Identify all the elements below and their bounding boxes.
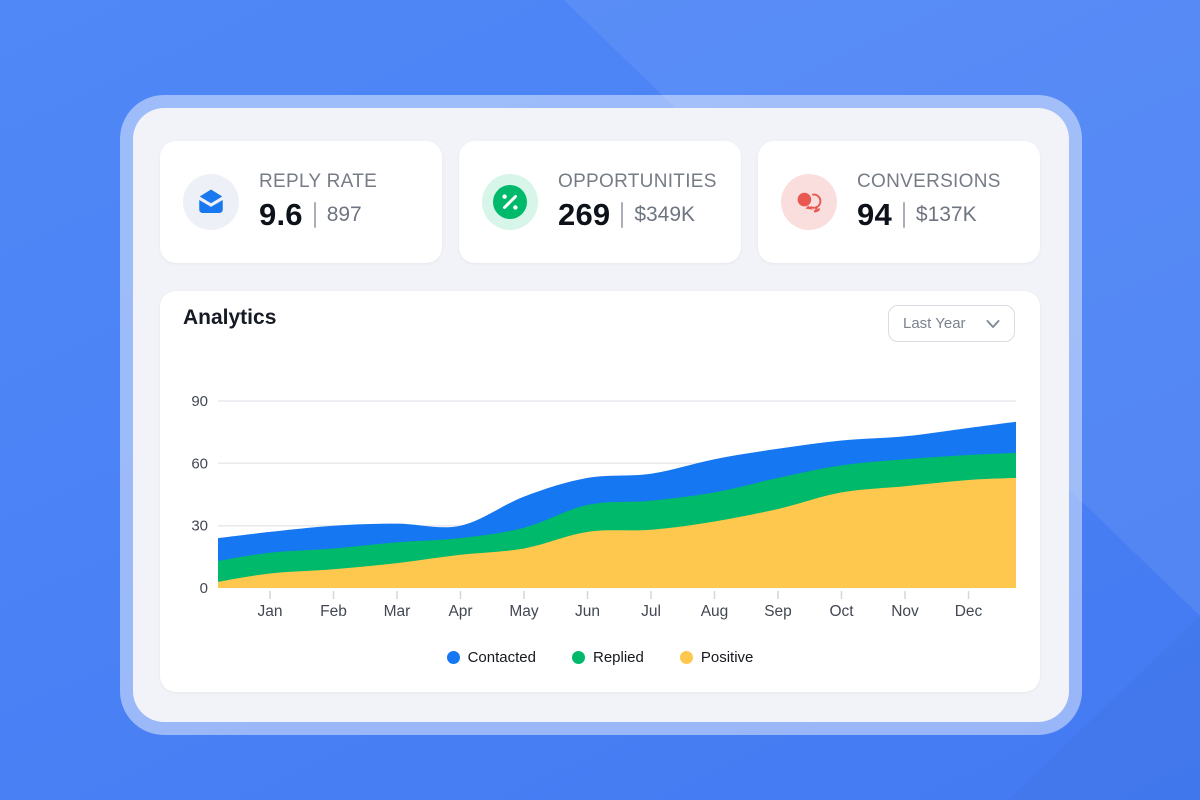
stat-secondary: $349K [634,203,696,226]
analytics-card: Analytics Last Year 0 30 60 90 Jan Feb Mar Apr M… [160,291,1040,692]
x-axis-tick-label: Apr [448,603,472,620]
chart-legend: Contacted Replied Positive [160,649,1040,666]
legend-dot-icon [679,651,693,664]
x-axis-tick-label: Dec [955,603,983,620]
time-range-value: Last Year [903,315,966,332]
stat-card-reply-rate: REPLY RATE 9.6 897 [160,141,442,263]
envelope-icon [183,174,239,230]
stat-values: 9.6 897 [259,197,377,233]
chevron-down-icon [983,314,1003,334]
x-axis-tick-label: Jul [641,603,661,620]
stat-value: 269 [558,197,611,232]
legend-item-replied[interactable]: Replied [571,649,644,666]
dashboard-panel: REPLY RATE 9.6 897 [133,108,1069,722]
x-axis-tick-label: Aug [701,603,729,620]
y-axis-tick-label: 0 [200,580,208,597]
stat-divider [902,202,905,228]
stat-divider [621,202,624,228]
stat-value: 94 [857,197,892,232]
area-positive [218,477,1016,588]
x-axis-tick-label: Jun [575,603,600,620]
analytics-title: Analytics [183,306,277,329]
stat-secondary: $137K [915,203,977,226]
stat-values: 269 $349K [558,197,717,233]
stat-cards-row: REPLY RATE 9.6 897 [160,141,1040,263]
stat-value: 9.6 [259,197,303,232]
stat-card-info: CONVERSIONS 94 $137K [857,171,1001,233]
legend-label: Contacted [467,649,536,666]
y-axis-tick-label: 30 [191,518,208,535]
time-range-selector[interactable]: Last Year [888,305,1015,342]
analytics-chart-svg: 0 30 60 90 Jan Feb Mar Apr May Jun Jul Aug Sep Oct Nov… [191,393,1016,620]
stat-card-info: OPPORTUNITIES 269 $349K [558,171,717,233]
x-axis-tick-label: Nov [891,603,919,620]
analytics-chart: 0 30 60 90 Jan Feb Mar Apr May Jun Jul Aug Sep Oct Nov… [178,388,1036,638]
stat-label: CONVERSIONS [857,171,1001,192]
stat-values: 94 $137K [857,197,1001,233]
legend-dot-icon [571,651,585,664]
x-axis-tick-label: Mar [384,603,411,620]
x-axis-tick-label: May [509,603,539,620]
stat-label: OPPORTUNITIES [558,171,717,192]
legend-item-contacted[interactable]: Contacted [446,649,536,666]
percent-icon [482,174,538,230]
legend-dot-icon [446,651,460,664]
y-axis-tick-label: 90 [191,393,208,410]
stat-card-opportunities: OPPORTUNITIES 269 $349K [459,141,741,263]
x-axis-tick-label: Jan [258,603,283,620]
stat-card-info: REPLY RATE 9.6 897 [259,171,377,233]
dashboard-frame: REPLY RATE 9.6 897 [120,95,1082,735]
x-axis-tick-label: Sep [764,603,792,620]
x-axis-tick-label: Feb [320,603,347,620]
y-axis-tick-label: 60 [191,455,208,472]
stat-divider [313,202,316,228]
stat-secondary: 897 [326,203,362,226]
stat-label: REPLY RATE [259,171,378,192]
x-axis-tick-label: Oct [829,603,854,620]
chat-bubbles-icon [781,174,837,230]
legend-label: Positive [700,649,754,666]
stat-card-conversions: CONVERSIONS 94 $137K [758,141,1040,263]
legend-label: Replied [592,649,644,666]
legend-item-positive[interactable]: Positive [679,649,754,666]
